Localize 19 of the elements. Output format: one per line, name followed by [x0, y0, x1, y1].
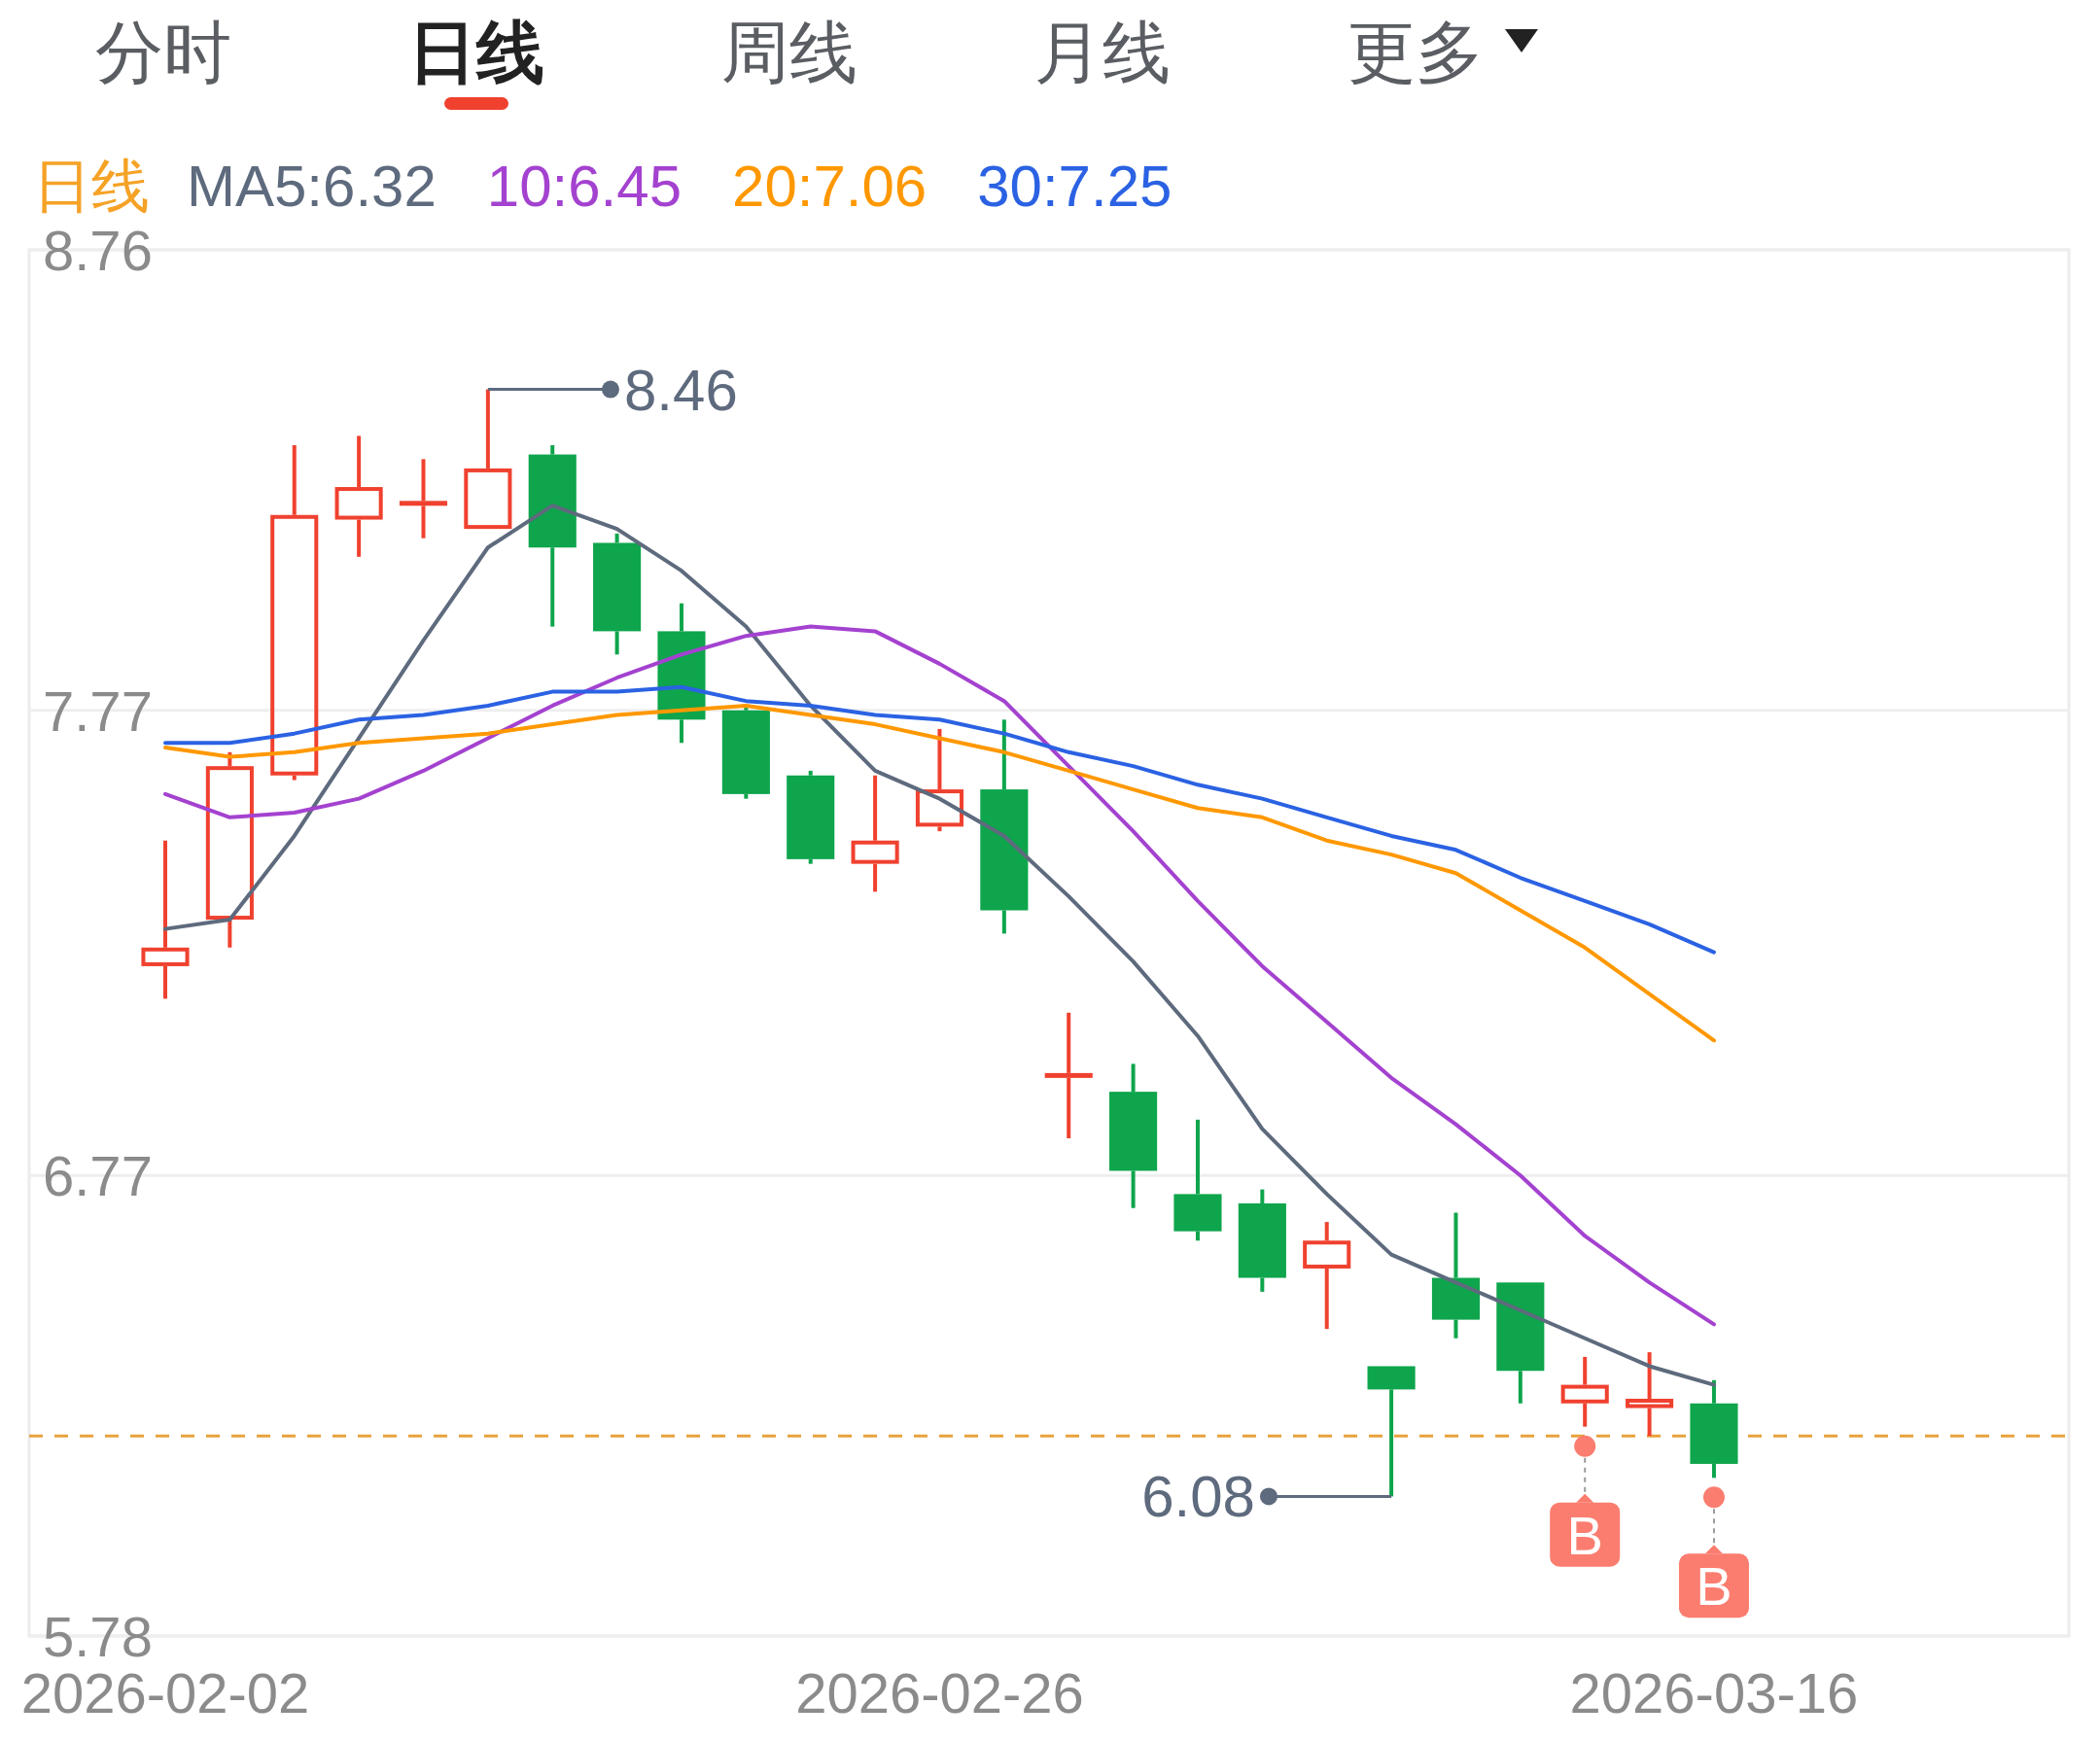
annotation: B	[1696, 1555, 1732, 1618]
line-series	[163, 703, 1716, 1043]
x-tick-label: 2026-02-26	[795, 1661, 1084, 1724]
y-tick-label: 6.77	[43, 1144, 153, 1208]
text: 月线	[1034, 15, 1171, 90]
text: 分时	[95, 15, 231, 90]
annotation: B	[1566, 1504, 1603, 1566]
y-tick-label: 7.77	[43, 679, 153, 743]
line-series	[163, 684, 1716, 955]
x-tick-label: 2026-03-16	[1569, 1661, 1859, 1724]
text: 周线	[721, 15, 858, 90]
text: 更多	[1348, 15, 1484, 90]
legend: 日线 MA5:6.32 10:6.45 20:7.06 30:7.25	[33, 154, 1172, 219]
annotation: 8.46	[623, 357, 738, 423]
y-tick-label: 8.76	[43, 219, 153, 282]
annotation: 6.08	[1141, 1464, 1255, 1530]
text: 日线	[408, 15, 544, 90]
line-series	[163, 504, 1716, 1387]
line-series	[163, 624, 1716, 1327]
